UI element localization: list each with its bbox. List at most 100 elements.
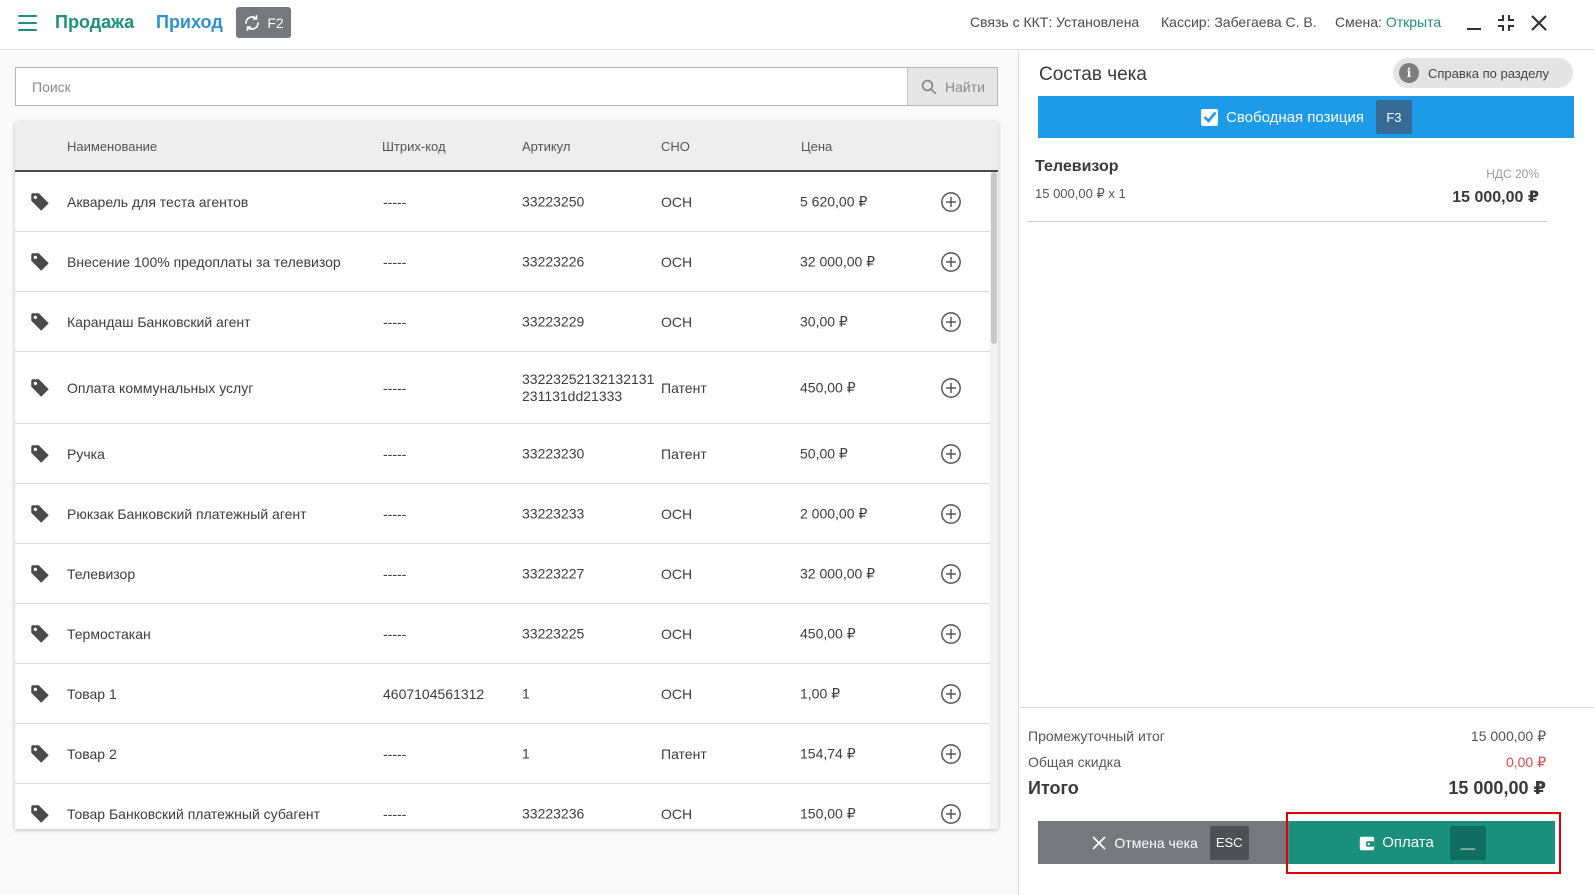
add-item-icon[interactable] <box>940 503 962 525</box>
total-value: 15 000,00 ₽ <box>1448 778 1546 798</box>
add-item-icon[interactable] <box>940 563 962 585</box>
cell-barcode: ----- <box>383 193 407 210</box>
cell-name: Внесение 100% предоплаты за телевизор <box>67 253 341 270</box>
sync-button[interactable]: F2 <box>236 7 291 38</box>
cell-article: 33223225 <box>522 625 585 641</box>
table-row[interactable]: Внесение 100% предоплаты за телевизор ---… <box>15 232 990 292</box>
discount-label: Общая скидка <box>1028 754 1122 770</box>
receipt-item[interactable]: Телевизор 15 000,00 ₽ x 1 НДС 20% 15 000… <box>1027 147 1547 222</box>
table-row[interactable]: Товар Банковский платежный субагент -----… <box>15 784 990 829</box>
table-row[interactable]: Акварель для теста агентов ----- 33223250 О… <box>15 172 990 232</box>
tag-icon <box>29 803 51 825</box>
cell-sno: Патент <box>661 445 707 462</box>
scrollbar-thumb[interactable] <box>991 172 997 344</box>
search-button[interactable]: Найти <box>907 68 997 105</box>
table-row[interactable]: Телевизор ----- 33223227 ОСН 32 000,00 ₽ <box>15 544 990 604</box>
cell-article: 33223229 <box>522 313 585 329</box>
header-sno[interactable]: СНО <box>661 139 690 154</box>
cell-barcode: ----- <box>383 253 407 270</box>
add-item-icon[interactable] <box>940 377 962 399</box>
cell-barcode: 4607104561312 <box>383 685 485 702</box>
exit-fullscreen-icon[interactable] <box>1496 13 1516 33</box>
table-row[interactable]: Товар 2 ----- 1 Патент 154,74 ₽ <box>15 724 990 784</box>
header-price[interactable]: Цена <box>801 139 833 154</box>
help-button[interactable]: i Справка по разделу <box>1393 58 1573 88</box>
add-item-icon[interactable] <box>940 191 962 213</box>
subtotal-value: 15 000,00 ₽ <box>1470 728 1546 744</box>
cell-sno: ОСН <box>661 565 693 582</box>
cell-price: 32 000,00 ₽ <box>800 565 876 581</box>
cancel-receipt-button[interactable]: Отмена чека ESC <box>1038 821 1303 864</box>
header-article[interactable]: Артикул <box>522 139 571 154</box>
top-bar: Продажа Приход F2 Связь с ККТ: Установле… <box>0 0 1594 50</box>
header-barcode[interactable]: Штрих-код <box>382 139 446 154</box>
search-button-label: Найти <box>945 78 985 95</box>
cell-sno: ОСН <box>661 253 693 270</box>
menu-icon[interactable] <box>18 15 37 31</box>
tag-icon <box>29 683 51 705</box>
tag-icon <box>29 743 51 765</box>
cell-barcode: ----- <box>383 379 407 396</box>
cancel-label: Отмена чека <box>1114 834 1198 851</box>
cell-barcode: ----- <box>383 745 407 762</box>
add-item-icon[interactable] <box>940 311 962 333</box>
cell-sno: Патент <box>661 745 707 762</box>
cell-name: Ручка <box>67 445 105 462</box>
cell-price: 2 000,00 ₽ <box>800 505 868 521</box>
pay-button[interactable]: Оплата __ <box>1289 821 1555 864</box>
header-name[interactable]: Наименование <box>67 139 158 154</box>
cell-name: Товар 1 <box>67 685 117 702</box>
add-item-icon[interactable] <box>940 623 962 645</box>
free-position-button[interactable]: Свободная позиция F3 <box>1038 96 1574 138</box>
wallet-icon <box>1359 836 1375 850</box>
free-position-key: F3 <box>1375 100 1412 134</box>
checkbox-icon <box>1201 109 1219 126</box>
shift-status: Смена: Открыта <box>1335 14 1441 30</box>
cell-price: 450,00 ₽ <box>800 625 856 641</box>
table-row[interactable]: Карандаш Банковский агент ----- 33223229 ОС… <box>15 292 990 352</box>
close-icon[interactable] <box>1529 13 1549 33</box>
add-item-icon[interactable] <box>940 743 962 765</box>
table-body: Акварель для теста агентов ----- 33223250 О… <box>15 172 990 829</box>
table-row[interactable]: Термостакан ----- 33223225 ОСН 450,00 ₽ <box>15 604 990 664</box>
shift-label: Смена: <box>1335 14 1382 30</box>
cell-sno: ОСН <box>661 685 693 702</box>
cell-name: Оплата коммунальных услуг <box>67 379 254 396</box>
add-item-icon[interactable] <box>940 251 962 273</box>
product-table: Наименование Штрих-код Артикул СНО Цена … <box>15 122 998 829</box>
receipt-title: Состав чека <box>1039 64 1147 85</box>
search-input[interactable] <box>16 68 908 105</box>
cell-sno: ОСН <box>661 625 693 642</box>
cell-article: 1 <box>522 745 530 761</box>
table-row[interactable]: Рюкзак Банковский платежный агент ----- 33… <box>15 484 990 544</box>
shift-value: Открыта <box>1385 14 1442 30</box>
cell-name: Телевизор <box>67 565 136 582</box>
add-item-icon[interactable] <box>940 443 962 465</box>
cell-price: 32 000,00 ₽ <box>800 253 876 269</box>
table-row[interactable]: Оплата коммунальных услуг ----- 3322325213… <box>15 352 990 424</box>
tag-icon <box>29 443 51 465</box>
table-row[interactable]: Ручка ----- 33223230 Патент 50,00 ₽ <box>15 424 990 484</box>
tab-income[interactable]: Приход <box>156 12 223 32</box>
discount-row: Общая скидка 0,00 ₽ <box>1028 754 1546 770</box>
tab-sale[interactable]: Продажа <box>55 12 135 32</box>
table-scrollbar[interactable] <box>990 172 998 829</box>
receipt-item-vat: НДС 20% <box>1486 167 1539 181</box>
cell-sno: ОСН <box>661 193 693 210</box>
cancel-key: ESC <box>1209 825 1249 860</box>
search-icon <box>921 79 937 94</box>
cell-article: 33223230 <box>522 445 585 461</box>
cell-price: 50,00 ₽ <box>800 445 848 461</box>
search-bar: Найти <box>15 67 998 106</box>
free-position-label: Свободная позиция <box>1226 108 1364 126</box>
kkt-status: Связь с ККТ: Установлена <box>970 14 1140 30</box>
cell-name: Акварель для теста агентов <box>67 193 249 210</box>
add-item-icon[interactable] <box>940 803 962 825</box>
cell-price: 1,00 ₽ <box>800 685 841 701</box>
cashier-label: Кассир: Забегаева С. В. <box>1161 14 1317 30</box>
cell-price: 150,00 ₽ <box>800 805 856 821</box>
table-row[interactable]: Товар 1 4607104561312 1 ОСН 1,00 ₽ <box>15 664 990 724</box>
cell-price: 450,00 ₽ <box>800 379 856 395</box>
add-item-icon[interactable] <box>940 683 962 705</box>
minimize-icon[interactable] <box>1464 13 1484 33</box>
